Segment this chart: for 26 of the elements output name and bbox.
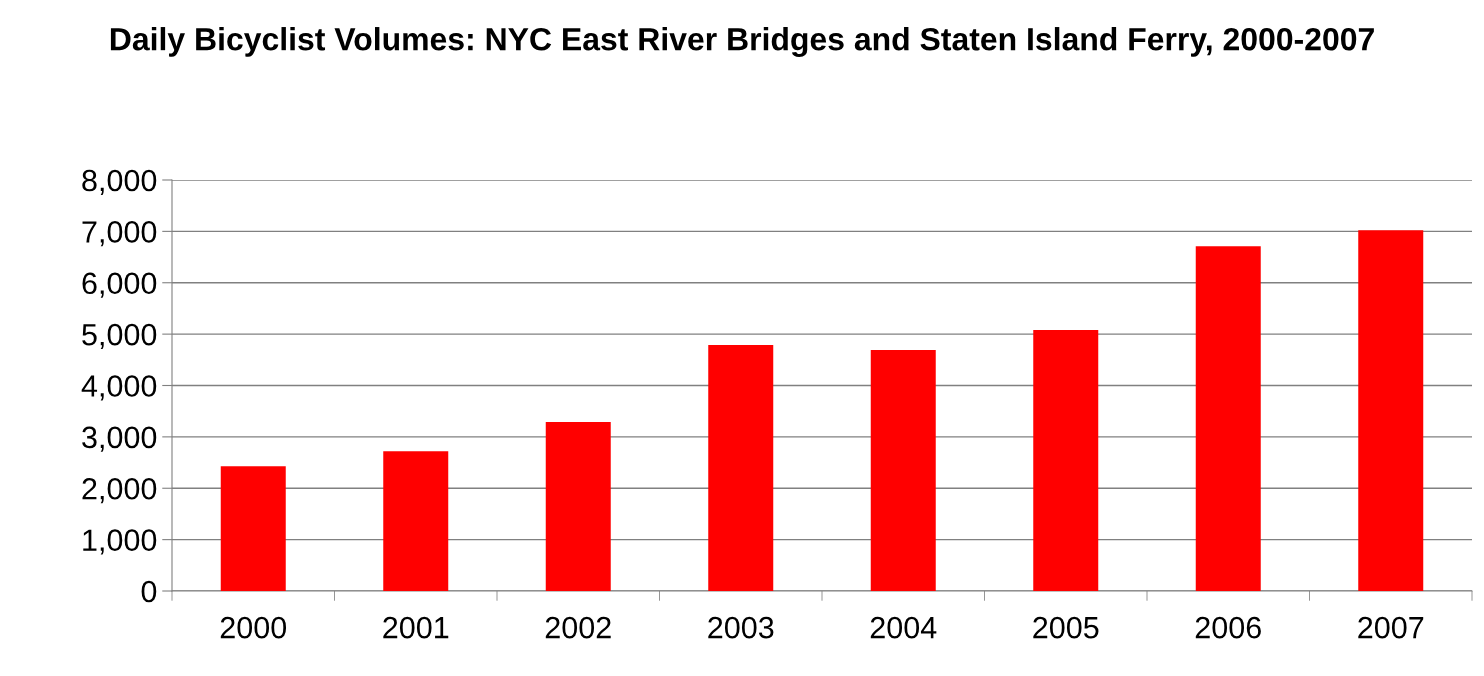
y-tick-label: 3,000 bbox=[82, 426, 157, 452]
x-tick-label: 2001 bbox=[383, 616, 449, 639]
x-tick-label: 2007 bbox=[1358, 616, 1424, 639]
bar bbox=[1033, 330, 1099, 591]
x-tick-label: 2004 bbox=[870, 616, 937, 639]
bar bbox=[220, 466, 286, 591]
x-tick-label: 2002 bbox=[545, 616, 611, 639]
bar bbox=[1195, 246, 1261, 591]
x-tick-label: 2005 bbox=[1033, 616, 1099, 639]
y-tick-label: 4,000 bbox=[81, 375, 157, 401]
y-tick-label: 1,000 bbox=[83, 529, 157, 555]
x-tick-label: 2003 bbox=[708, 616, 774, 639]
bar bbox=[708, 344, 774, 591]
y-tick-label: 6,000 bbox=[82, 272, 157, 298]
y-tick-label: 7,000 bbox=[82, 221, 157, 247]
y-tick-label: 0 bbox=[141, 580, 157, 603]
x-tick-label: 2000 bbox=[220, 616, 287, 639]
bar bbox=[870, 350, 936, 591]
y-tick-label: 5,000 bbox=[82, 323, 157, 350]
y-tick-label: 2,000 bbox=[82, 477, 157, 504]
x-tick-label: 2006 bbox=[1195, 616, 1261, 639]
chart-title: Daily Bicyclist Volumes: NYC East River Bridges and Staten Island Ferry, 2000-2007 bbox=[110, 27, 1374, 57]
bar bbox=[383, 451, 449, 591]
bar bbox=[1358, 230, 1424, 591]
bar bbox=[545, 421, 611, 591]
y-tick-label: 8,000 bbox=[82, 169, 157, 195]
